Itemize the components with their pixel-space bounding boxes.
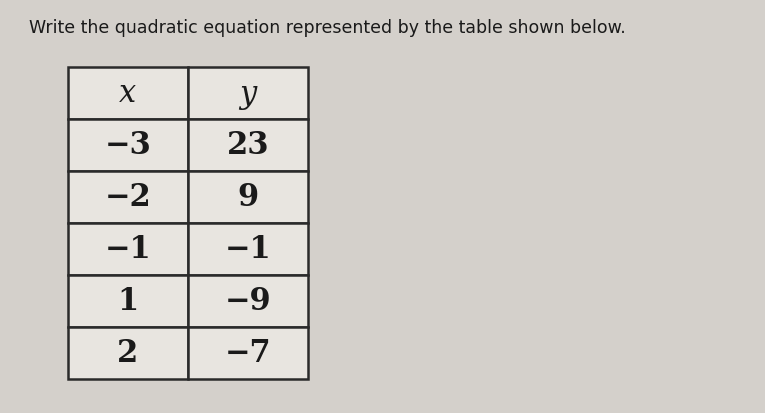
Text: Write the quadratic equation represented by the table shown below.: Write the quadratic equation represented… bbox=[29, 19, 626, 37]
Text: −7: −7 bbox=[225, 338, 272, 369]
Text: 23: 23 bbox=[226, 130, 269, 161]
Text: −2: −2 bbox=[105, 182, 151, 213]
Text: 9: 9 bbox=[237, 182, 259, 213]
Text: x: x bbox=[119, 78, 137, 109]
Text: 1: 1 bbox=[118, 286, 138, 317]
Bar bbox=[188, 68, 308, 120]
Bar bbox=[188, 120, 308, 171]
Bar bbox=[188, 171, 308, 223]
Text: −3: −3 bbox=[105, 130, 151, 161]
Bar bbox=[188, 327, 308, 379]
Bar bbox=[188, 223, 308, 275]
Text: 2: 2 bbox=[117, 338, 138, 369]
Text: −1: −1 bbox=[225, 234, 272, 265]
Bar bbox=[68, 327, 188, 379]
Bar bbox=[188, 275, 308, 327]
Bar bbox=[68, 68, 188, 120]
Bar bbox=[68, 275, 188, 327]
Text: y: y bbox=[239, 78, 256, 109]
Bar bbox=[68, 223, 188, 275]
Bar bbox=[68, 171, 188, 223]
Text: −1: −1 bbox=[105, 234, 151, 265]
Text: −9: −9 bbox=[225, 286, 272, 317]
Bar bbox=[68, 120, 188, 171]
